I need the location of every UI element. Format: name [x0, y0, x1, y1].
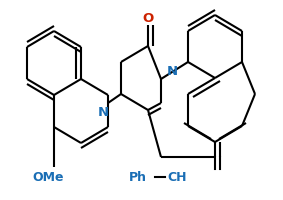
Text: CH: CH: [167, 171, 187, 184]
Text: N: N: [166, 65, 177, 78]
Text: OMe: OMe: [32, 171, 64, 184]
Text: N: N: [97, 106, 109, 119]
Text: O: O: [142, 11, 154, 24]
Text: Ph: Ph: [129, 171, 147, 184]
